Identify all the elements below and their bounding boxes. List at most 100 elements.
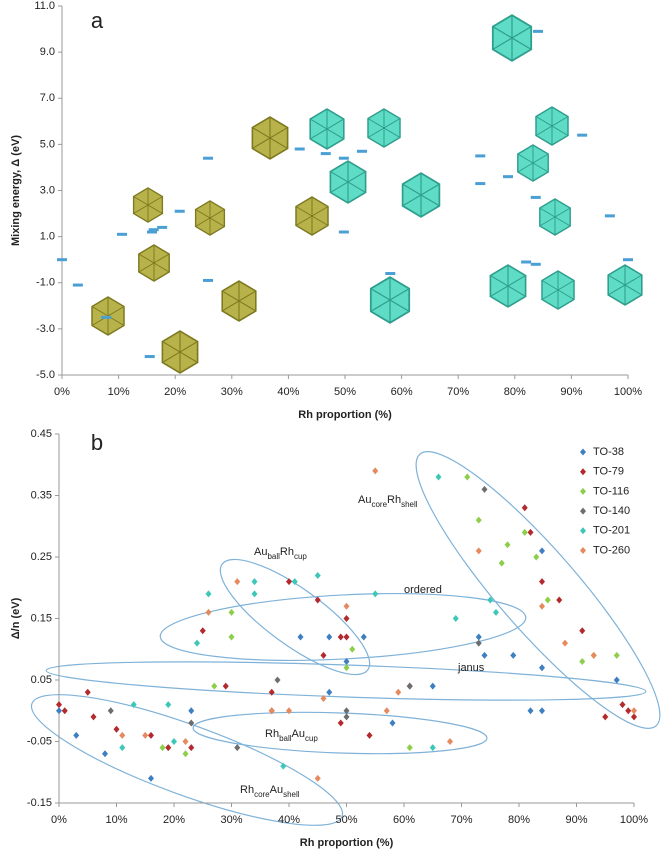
- cluster-image: [221, 280, 257, 322]
- x-axis-title: Rh proportion (%): [300, 837, 394, 849]
- data-point: [475, 547, 482, 555]
- data-point: [337, 719, 344, 727]
- data-dash: [72, 283, 83, 287]
- cluster-image: [132, 187, 164, 223]
- data-point: [234, 578, 241, 586]
- data-point: [602, 713, 609, 721]
- data-point: [510, 651, 517, 659]
- data-point: [205, 590, 212, 598]
- data-point: [481, 485, 488, 493]
- data-point: [107, 707, 114, 715]
- x-tick-label: 70%: [447, 386, 469, 398]
- data-point: [251, 590, 258, 598]
- y-tick-label: -5.0: [36, 369, 55, 381]
- annotation-part: Au: [358, 494, 371, 506]
- data-point: [274, 676, 281, 684]
- data-point: [533, 553, 540, 561]
- x-tick-label: 80%: [508, 814, 530, 826]
- x-tick-label: 10%: [105, 814, 127, 826]
- data-dash: [116, 232, 127, 236]
- legend-label: TO-260: [593, 544, 630, 556]
- data-point: [148, 774, 154, 782]
- x-tick-label: 70%: [450, 814, 472, 826]
- data-point: [372, 590, 379, 598]
- data-dash: [338, 230, 349, 234]
- annotation-part: ball: [279, 734, 292, 743]
- data-point: [590, 651, 597, 659]
- y-tick-label: 3.0: [40, 184, 55, 196]
- y-tick-label: 0.45: [31, 428, 52, 440]
- data-point: [165, 744, 172, 752]
- data-point: [475, 516, 482, 524]
- x-tick-label: 30%: [220, 814, 242, 826]
- data-dash: [157, 225, 168, 229]
- data-point: [188, 744, 195, 752]
- data-point: [429, 682, 436, 690]
- legend-marker: [580, 468, 586, 476]
- annotation-part: Au: [254, 546, 267, 558]
- data-point: [314, 571, 321, 579]
- annotation-part: core: [254, 790, 270, 799]
- data-dash: [144, 355, 155, 359]
- y-tick-label: 0.25: [31, 551, 52, 563]
- cluster-image: [401, 172, 441, 218]
- data-dash: [146, 230, 157, 234]
- x-tick-label: 80%: [504, 386, 526, 398]
- data-point: [475, 639, 482, 647]
- annotation-part: janus: [457, 662, 485, 674]
- y-tick-label: 5.0: [40, 138, 55, 150]
- data-point: [280, 762, 287, 770]
- data-point: [113, 725, 120, 733]
- data-point: [343, 633, 350, 641]
- data-point: [452, 615, 459, 622]
- data-point: [286, 578, 292, 586]
- data-point: [297, 633, 304, 641]
- x-tick-label: 40%: [277, 386, 299, 398]
- x-tick-label: 90%: [565, 814, 587, 826]
- x-tick-label: 60%: [391, 386, 413, 398]
- data-point: [435, 473, 442, 481]
- cluster-image: [535, 106, 569, 146]
- data-dash: [530, 195, 541, 199]
- y-tick-label: 0.35: [31, 489, 52, 501]
- annotation-part: cup: [294, 552, 307, 561]
- data-point: [228, 633, 235, 641]
- annotation-part: shell: [283, 790, 300, 799]
- cluster-image: [517, 144, 549, 182]
- data-point: [56, 701, 62, 709]
- cluster-image: [161, 330, 199, 374]
- x-tick-label: 30%: [221, 386, 243, 398]
- x-tick-label: 0%: [54, 386, 70, 398]
- x-axis-title: Rh proportion (%): [298, 409, 392, 421]
- data-point: [337, 633, 344, 641]
- cluster-image: [251, 116, 289, 160]
- data-point: [527, 528, 534, 536]
- y-tick-label: 0.05: [31, 674, 52, 686]
- data-point: [613, 651, 620, 659]
- data-point: [73, 731, 80, 739]
- cluster-image: [309, 108, 345, 150]
- data-point: [119, 744, 126, 752]
- data-point: [90, 713, 97, 721]
- annotation-part: Au: [292, 728, 305, 740]
- data-point: [349, 645, 356, 653]
- data-point: [234, 744, 241, 752]
- data-point: [314, 774, 321, 782]
- y-tick-label: 7.0: [40, 92, 55, 104]
- data-point: [613, 676, 620, 684]
- y-tick-label: 11.0: [34, 0, 55, 12]
- annotation: janus: [457, 662, 485, 674]
- data-point: [406, 682, 413, 690]
- annotation-part: Rh: [387, 494, 401, 506]
- legend-label: TO-38: [593, 446, 624, 458]
- cluster-image: [607, 264, 643, 306]
- x-tick-label: 0%: [51, 814, 67, 826]
- data-dash: [294, 147, 305, 151]
- legend-marker: [580, 527, 586, 535]
- data-point: [429, 744, 436, 752]
- data-point: [102, 750, 108, 758]
- data-point: [228, 608, 235, 616]
- data-point: [498, 559, 505, 567]
- y-tick-label: -0.05: [27, 735, 52, 747]
- data-point: [625, 707, 632, 715]
